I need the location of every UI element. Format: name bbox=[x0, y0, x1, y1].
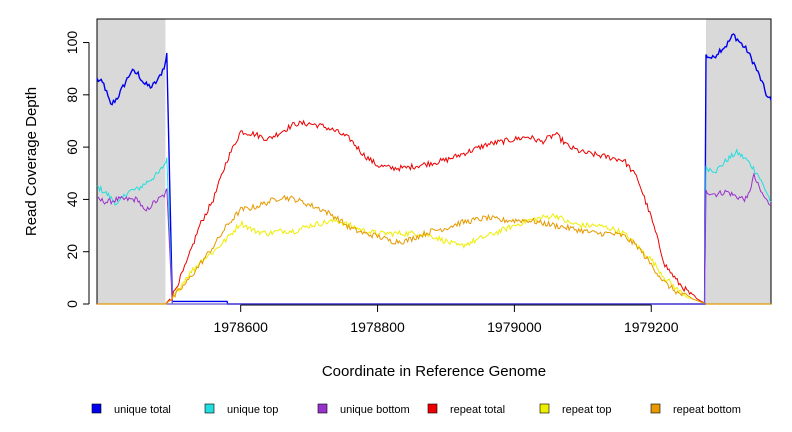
legend-swatch-repeat-total bbox=[427, 403, 438, 414]
y-tick-label: 60 bbox=[64, 139, 80, 155]
legend-swatch-unique-top bbox=[204, 403, 215, 414]
legend-swatch-unique-total bbox=[91, 403, 102, 414]
y-tick-label: 20 bbox=[64, 244, 80, 260]
shaded-regions bbox=[97, 19, 771, 304]
x-tick-label: 1979200 bbox=[624, 319, 679, 335]
legend-label: repeat bottom bbox=[673, 404, 741, 416]
legend-label: unique total bbox=[114, 404, 171, 416]
legend-swatch-unique-bottom bbox=[317, 403, 328, 414]
series-line-repeat-total bbox=[165, 119, 707, 305]
shaded-region-1 bbox=[705, 19, 771, 304]
series-line-unique-total bbox=[96, 33, 772, 305]
y-tick-label: 100 bbox=[64, 31, 80, 55]
shaded-region-0 bbox=[97, 19, 166, 304]
axes: 0 20 40 60 80 100 1978600 1978800 1979000 1979200 bbox=[64, 31, 679, 335]
legend-label: repeat top bbox=[562, 404, 612, 416]
series-line-repeat-bottom bbox=[165, 194, 707, 305]
plot-frame bbox=[96, 18, 772, 305]
legend-swatch-repeat-bottom bbox=[650, 403, 661, 414]
y-tick-label: 0 bbox=[64, 300, 80, 308]
legend-label: unique top bbox=[227, 404, 278, 416]
series-line-repeat-top bbox=[165, 212, 707, 305]
legend: unique total unique top unique bottom repea… bbox=[91, 403, 741, 416]
series-lines bbox=[96, 33, 772, 305]
y-tick-label: 80 bbox=[64, 87, 80, 103]
legend-swatch-repeat-top bbox=[539, 403, 550, 414]
legend-label: repeat total bbox=[450, 404, 505, 416]
x-tick-label: 1978600 bbox=[213, 319, 268, 335]
y-axis-title: Read Coverage Depth bbox=[23, 87, 40, 236]
x-axis-title: Coordinate in Reference Genome bbox=[322, 363, 546, 380]
x-tick-label: 1978800 bbox=[350, 319, 405, 335]
x-tick-label: 1979000 bbox=[487, 319, 542, 335]
y-tick-label: 40 bbox=[64, 191, 80, 207]
legend-label: unique bottom bbox=[340, 404, 410, 416]
